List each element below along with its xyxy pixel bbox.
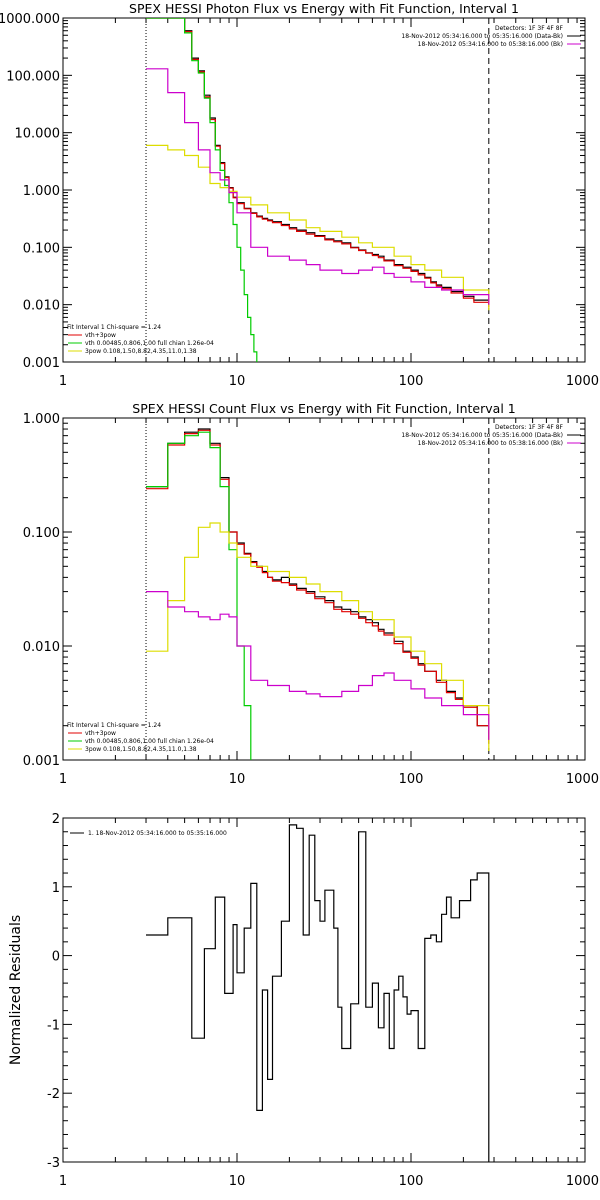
y-tick-label: 2 bbox=[52, 812, 60, 827]
legend-top-entry: Detectors: 1F 3F 4F 8F bbox=[495, 25, 564, 32]
panel-1: 1 10 100 1000 0.001 0.010 0.100 1.000 10.000 100.… bbox=[0, 1, 599, 389]
y-tick-label: -3 bbox=[47, 1156, 60, 1171]
y-tick-label: 0.100 bbox=[23, 241, 60, 256]
legend-bottom: Fit Interval 1 Chi-square = 1.24vth+3pow… bbox=[67, 722, 214, 753]
series-bk bbox=[146, 68, 490, 305]
series-3pow bbox=[146, 522, 490, 751]
plot-frame bbox=[62, 817, 586, 1163]
series-vth bbox=[146, 18, 258, 362]
legend-bottom-entry: Fit Interval 1 Chi-square = 1.24 bbox=[67, 722, 161, 729]
legend-bottom-entry: vth+3pow bbox=[85, 730, 116, 737]
y-tick-label: 10.000 bbox=[15, 127, 61, 142]
x-tick-label: 100 bbox=[399, 374, 424, 389]
x-tick-label: 1 bbox=[59, 772, 67, 787]
y-tick-label: -1 bbox=[47, 1018, 60, 1033]
legend-bottom-entry: 3pow 0.108,1.50,8.82,4.35,11.0,1.38 bbox=[85, 348, 197, 355]
y-tick-label: 0.010 bbox=[23, 299, 60, 314]
y-tick-label: 1.000 bbox=[23, 184, 60, 199]
y-tick-label: 0.100 bbox=[23, 526, 60, 541]
x-tick-label: 100 bbox=[399, 772, 424, 787]
y-tick-label: 1 bbox=[52, 881, 60, 896]
x-tick-label: 100 bbox=[399, 1174, 424, 1189]
series-vth-3pow bbox=[146, 429, 490, 744]
y-tick-label: 0.001 bbox=[23, 356, 60, 371]
y-tick-label: 100.000 bbox=[6, 69, 60, 84]
x-tick-label: 1000 bbox=[566, 772, 599, 787]
legend-top-entry: Detectors: 1F 3F 4F 8F bbox=[495, 424, 564, 431]
legend-bottom: Fit Interval 1 Chi-square = 1.24vth+3pow… bbox=[67, 324, 214, 355]
y-tick-label: 0 bbox=[52, 950, 60, 965]
legend-bottom-entry: vth 0.00485,0.806,1.00 full chian 1.26e-… bbox=[85, 340, 214, 347]
residual-legend: 1. 18-Nov-2012 05:34:16.000 to 05:35:16.… bbox=[70, 830, 227, 837]
x-tick-label: 1000 bbox=[566, 374, 599, 389]
y-tick-label: -2 bbox=[47, 1087, 60, 1102]
panel-3: 1 10 100 1000 -3 -2 -1 0 1 2 Normalized Residuals 1… bbox=[8, 812, 599, 1189]
series-bk bbox=[146, 591, 490, 740]
panel-2: 1 10 100 1000 0.001 0.010 0.100 1.000 SPEX HESSI… bbox=[23, 401, 599, 787]
legend-top-entry: 18-Nov-2012 05:34:16.000 to 05:35:16.000… bbox=[401, 33, 563, 40]
plot-frame bbox=[62, 417, 586, 761]
y-tick-label: 0.001 bbox=[23, 754, 60, 769]
legend-bottom-entry: vth+3pow bbox=[85, 332, 116, 339]
x-tick-label: 10 bbox=[229, 374, 246, 389]
x-tick-label: 10 bbox=[229, 1174, 246, 1189]
legend-bottom-entry: Fit Interval 1 Chi-square = 1.24 bbox=[67, 324, 161, 331]
legend-bottom-entry: 3pow 0.108,1.50,8.82,4.35,11.0,1.38 bbox=[85, 746, 197, 753]
chart-title: SPEX HESSI Count Flux vs Energy with Fit… bbox=[132, 401, 515, 416]
y-tick-label: 0.010 bbox=[23, 640, 60, 655]
series-vth-3pow bbox=[146, 18, 490, 308]
y-tick-label: 1.000 bbox=[23, 412, 60, 427]
series-vth bbox=[146, 431, 252, 760]
residual-legend-entry: 1. 18-Nov-2012 05:34:16.000 to 05:35:16.… bbox=[88, 830, 227, 837]
legend-top-entry: 18-Nov-2012 05:34:16.000 to 05:38:16.000… bbox=[418, 440, 563, 447]
x-tick-label: 10 bbox=[229, 772, 246, 787]
legend-bottom-entry: vth 0.00485,0.806,1.00 full chian 1.26e-… bbox=[85, 738, 214, 745]
y-axis-label: Normalized Residuals bbox=[8, 915, 24, 1065]
plot-frame bbox=[62, 17, 586, 363]
x-tick-label: 1 bbox=[59, 374, 67, 389]
chart-title: SPEX HESSI Photon Flux vs Energy with Fi… bbox=[129, 1, 519, 16]
legend-top-entry: 18-Nov-2012 05:34:16.000 to 05:35:16.000… bbox=[401, 432, 563, 439]
x-tick-label: 1000 bbox=[566, 1174, 599, 1189]
x-tick-label: 1 bbox=[59, 1174, 67, 1189]
y-tick-label: 1000.000 bbox=[0, 12, 60, 27]
legend-top-entry: 18-Nov-2012 05:34:16.000 to 05:38:16.000… bbox=[418, 41, 563, 48]
series-residuals bbox=[146, 824, 490, 1162]
